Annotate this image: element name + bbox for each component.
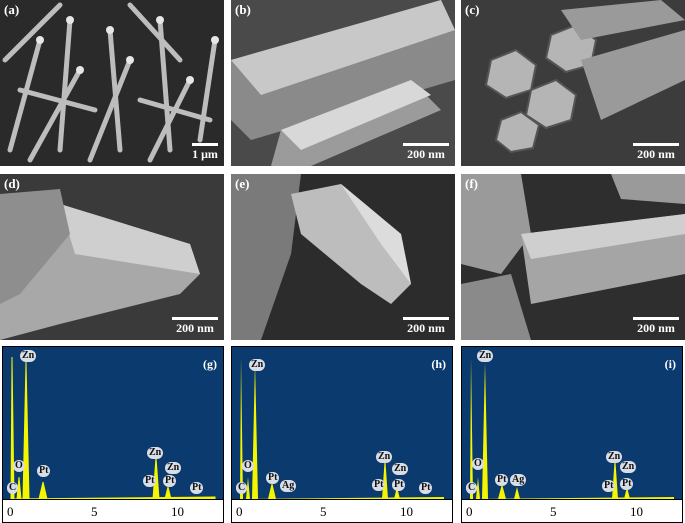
panel-label: (a)	[4, 2, 20, 17]
sem-panel-a: (a) 1 μm	[0, 0, 224, 166]
peak-label: Pt	[495, 474, 509, 486]
peak-label: Pt	[392, 479, 406, 491]
sem-panel-f: (f) 200 nm	[461, 174, 685, 340]
x-axis: 0 5 10	[3, 499, 223, 522]
peak-label: Zn	[477, 350, 494, 362]
sem-image-a	[0, 0, 224, 166]
peak-label: Pt	[266, 472, 280, 484]
peak-label: Pt	[602, 480, 616, 492]
peak-label: C	[466, 482, 478, 494]
panel-label: (f)	[465, 176, 478, 191]
peak-label: Pt	[37, 465, 51, 477]
scale-bar-label: 1 μm	[192, 147, 218, 161]
x-tick: 5	[91, 504, 98, 519]
peak-label: Ag	[510, 474, 527, 486]
panel-label: (h)	[431, 357, 446, 371]
peak-label: Pt	[163, 475, 177, 487]
scale-bar-label: 200 nm	[637, 321, 675, 335]
sem-image-f	[461, 174, 685, 340]
scale-bar: 200 nm	[403, 143, 449, 162]
x-tick: 10	[171, 504, 184, 519]
scale-bar: 200 nm	[403, 317, 449, 336]
panel-label: (g)	[203, 357, 217, 371]
x-tick: 10	[630, 504, 643, 519]
scale-bar: 200 nm	[633, 143, 679, 162]
peak-label: C	[7, 482, 19, 494]
peak-label: Pt	[190, 482, 204, 494]
peak-label: Ag	[280, 480, 297, 492]
x-tick: 10	[400, 504, 413, 519]
panel-label: (e)	[235, 176, 250, 191]
peak-label: C	[236, 482, 248, 494]
scale-bar: 200 nm	[172, 317, 218, 336]
sem-panel-d: (d) 200 nm	[0, 174, 224, 340]
peak-label: Zn	[165, 462, 182, 474]
peak-label: Zn	[392, 463, 409, 475]
peak-label: Pt	[372, 479, 386, 491]
scale-bar-label: 200 nm	[407, 147, 445, 161]
scale-bar-label: 200 nm	[407, 321, 445, 335]
peak-label: O	[472, 458, 484, 470]
peak-label: Zn	[376, 451, 393, 463]
sem-image-e	[231, 174, 455, 340]
sem-image-c	[461, 0, 685, 166]
eds-panel-g: C O Zn Pt Zn Pt Pt Zn Pt (g) 0 5 10	[2, 346, 224, 523]
x-tick: 0	[466, 504, 473, 519]
scale-bar: 200 nm	[633, 317, 679, 336]
panel-label: (d)	[4, 176, 20, 191]
peak-label: Zn	[249, 359, 266, 371]
peak-label: Zn	[147, 447, 164, 459]
scale-bar-label: 200 nm	[176, 321, 214, 335]
sem-panel-b: (b) 200 nm	[231, 0, 455, 166]
peak-label: Pt	[419, 482, 433, 494]
eds-spectrum-i	[470, 357, 674, 500]
x-tick: 0	[236, 504, 243, 519]
sem-image-b	[231, 0, 455, 166]
peak-label: Pt	[620, 478, 634, 490]
x-axis: 0 5 10	[232, 499, 452, 522]
peak-label: O	[242, 460, 254, 472]
peak-label: O	[13, 460, 25, 472]
peak-label: Zn	[620, 461, 637, 473]
x-tick: 0	[7, 504, 14, 519]
sem-image-d	[0, 174, 224, 340]
sem-panel-e: (e) 200 nm	[231, 174, 455, 340]
panel-label: (c)	[465, 2, 480, 17]
peak-label: Zn	[606, 451, 623, 463]
eds-panel-i: C O Zn Pt Ag Zn Pt Zn Pt (i) 0 5 10	[461, 346, 683, 523]
peak-label: Zn	[20, 350, 37, 362]
panel-label: (i)	[664, 357, 676, 371]
scale-bar: 1 μm	[192, 143, 218, 162]
scale-bar-label: 200 nm	[637, 147, 675, 161]
panel-label: (b)	[235, 2, 251, 17]
eds-spectrum-h	[240, 357, 444, 500]
x-tick: 5	[550, 504, 557, 519]
sem-panel-c: (c) 200 nm	[461, 0, 685, 166]
x-tick: 5	[320, 504, 327, 519]
x-axis: 0 5 10	[462, 499, 682, 522]
eds-panel-h: C O Zn Pt Ag Zn Pt Zn Pt Pt (h) 0 5 10	[231, 346, 453, 523]
peak-label: Pt	[143, 475, 157, 487]
eds-spectrum-g	[10, 356, 216, 501]
